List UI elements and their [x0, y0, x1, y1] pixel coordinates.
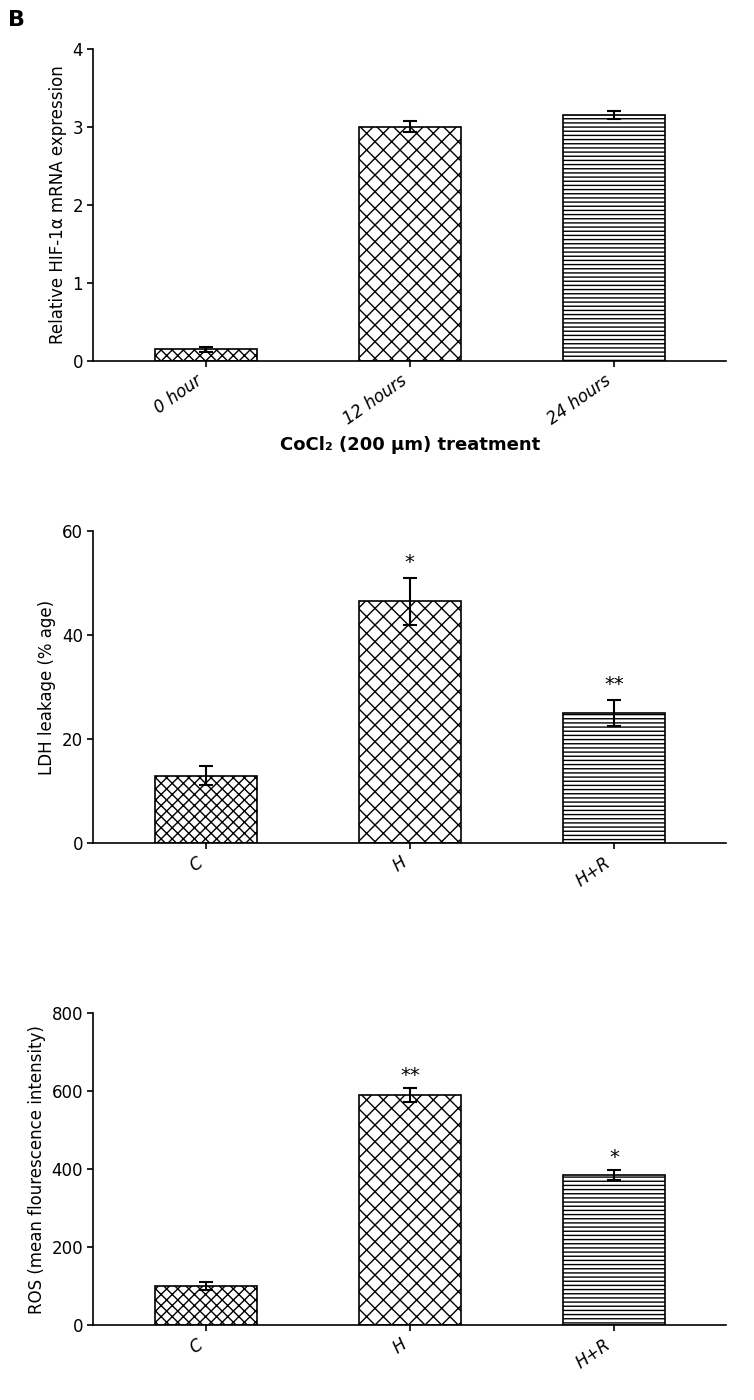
- Y-axis label: ROS (mean flourescence intensity): ROS (mean flourescence intensity): [28, 1025, 46, 1313]
- Bar: [155, 776, 256, 843]
- Bar: [563, 713, 665, 843]
- Y-axis label: LDH leakage (% age): LDH leakage (% age): [38, 599, 57, 774]
- Bar: [563, 115, 665, 361]
- Text: B: B: [8, 10, 25, 29]
- Bar: [563, 1175, 665, 1326]
- Bar: [155, 1287, 256, 1326]
- Text: **: **: [400, 1065, 420, 1085]
- X-axis label: CoCl₂ (200 μm) treatment: CoCl₂ (200 μm) treatment: [280, 437, 540, 455]
- Text: *: *: [405, 553, 415, 571]
- Y-axis label: Relative HIF-1α mRNA expression: Relative HIF-1α mRNA expression: [49, 66, 67, 344]
- Text: **: **: [604, 675, 624, 694]
- Text: *: *: [609, 1148, 619, 1168]
- Bar: [359, 1095, 461, 1326]
- Bar: [359, 601, 461, 843]
- Bar: [155, 350, 256, 361]
- Bar: [359, 127, 461, 361]
